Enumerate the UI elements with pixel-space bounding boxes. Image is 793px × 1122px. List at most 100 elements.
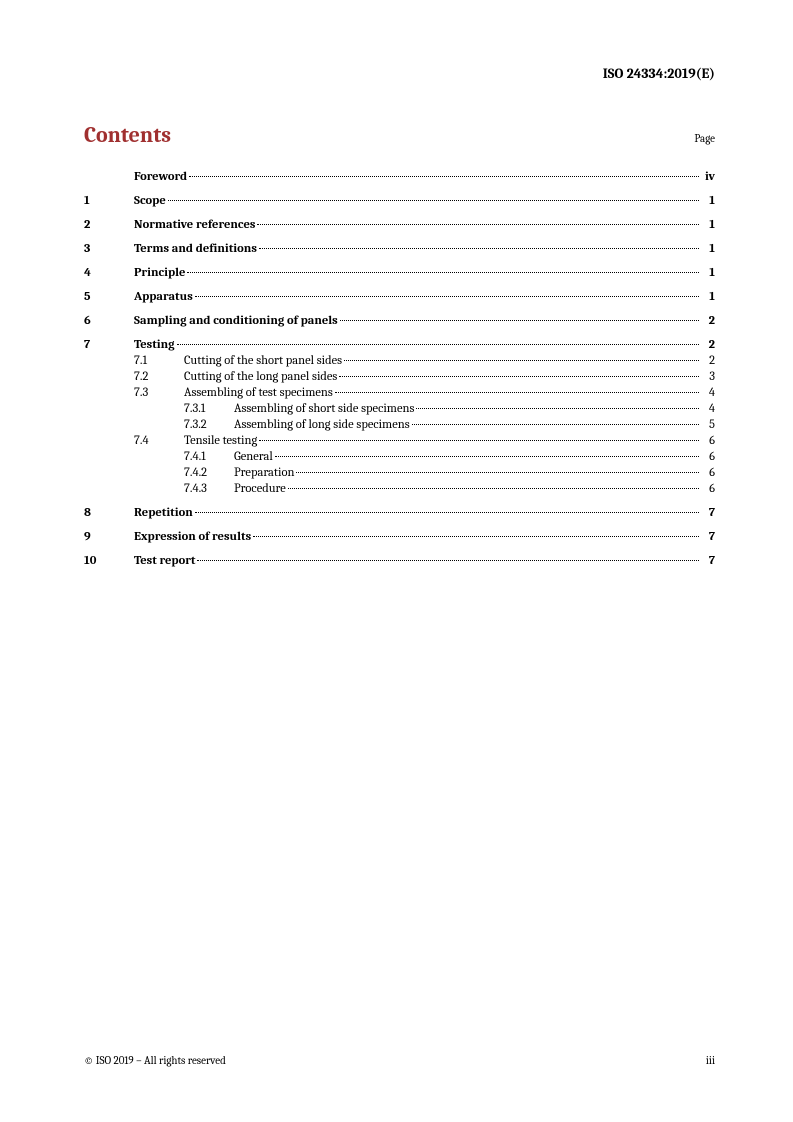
toc-page: 6 (701, 434, 715, 448)
toc-title: Scope (134, 194, 166, 208)
toc-title: Assembling of long side specimens (234, 418, 410, 432)
copyright-text: © ISO 2019 – All rights reserved (84, 1054, 226, 1067)
page-footer: © ISO 2019 – All rights reserved iii (84, 1054, 715, 1067)
toc-page: 7 (701, 554, 715, 568)
toc-entry[interactable]: 7.3.2Assembling of long side specimens 5 (84, 418, 715, 432)
toc-number: 8 (84, 506, 134, 520)
toc-entry[interactable]: 10Test report 7 (84, 554, 715, 568)
toc-title: Terms and definitions (134, 242, 257, 256)
toc-entry[interactable]: 7.4Tensile testing 6 (84, 434, 715, 448)
toc-title: Repetition (134, 506, 193, 520)
toc-entry[interactable]: 7Testing 2 (84, 338, 715, 352)
toc-number: 7.3.1 (184, 402, 234, 416)
table-of-contents: Forewordiv1Scope12Normative references13… (84, 170, 715, 568)
toc-page: 1 (701, 290, 715, 304)
toc-entry[interactable]: 1Scope1 (84, 194, 715, 208)
toc-title: Principle (134, 266, 185, 280)
toc-number: 9 (84, 530, 134, 544)
toc-leader (259, 248, 699, 249)
toc-entry[interactable]: 7.3Assembling of test specimens 4 (84, 386, 715, 400)
toc-leader (339, 376, 699, 377)
toc-page: 6 (701, 482, 715, 496)
toc-page: 1 (701, 242, 715, 256)
toc-leader (259, 440, 699, 441)
toc-entry[interactable]: 7.4.3Procedure 6 (84, 482, 715, 496)
toc-number: 5 (84, 290, 134, 304)
toc-leader (416, 408, 699, 409)
toc-number: 2 (84, 218, 134, 232)
toc-number: 7.4.3 (184, 482, 234, 496)
toc-leader (177, 344, 699, 345)
toc-page: 4 (701, 386, 715, 400)
toc-number: 7.2 (134, 370, 184, 384)
standard-id: ISO 24334:2019(E) (603, 65, 715, 82)
toc-number: 6 (84, 314, 134, 328)
toc-leader (168, 200, 699, 201)
toc-entry[interactable]: 6Sampling and conditioning of panels 2 (84, 314, 715, 328)
toc-leader (189, 176, 699, 177)
toc-title: Apparatus (134, 290, 193, 304)
contents-title: Contents (84, 122, 171, 148)
toc-entry[interactable]: 7.3.1Assembling of short side specimens 4 (84, 402, 715, 416)
toc-number: 3 (84, 242, 134, 256)
toc-number: 10 (84, 554, 134, 568)
toc-leader (412, 424, 699, 425)
toc-leader (296, 472, 699, 473)
toc-leader (344, 360, 699, 361)
toc-number: 7.4.2 (184, 466, 234, 480)
toc-entry[interactable]: 7.4.2Preparation 6 (84, 466, 715, 480)
toc-page: 1 (701, 266, 715, 280)
toc-number: 4 (84, 266, 134, 280)
toc-page: 1 (701, 218, 715, 232)
toc-page: 7 (701, 506, 715, 520)
toc-entry[interactable]: 7.2Cutting of the long panel sides3 (84, 370, 715, 384)
toc-page: 2 (701, 354, 715, 368)
toc-page: 2 (701, 314, 715, 328)
toc-entry[interactable]: 9Expression of results 7 (84, 530, 715, 544)
toc-page: 6 (701, 450, 715, 464)
toc-leader (187, 272, 699, 273)
toc-title: Preparation (234, 466, 294, 480)
toc-number: 7 (84, 338, 134, 352)
toc-leader (340, 320, 699, 321)
toc-page: 6 (701, 466, 715, 480)
page-label: Page (694, 132, 715, 145)
toc-title: Procedure (234, 482, 286, 496)
toc-page: 1 (701, 194, 715, 208)
toc-entry[interactable]: 2Normative references 1 (84, 218, 715, 232)
toc-title: Test report (134, 554, 195, 568)
toc-page: iv (701, 170, 715, 184)
contents-header-row: Contents Page (84, 122, 715, 148)
toc-number: 7.4.1 (184, 450, 234, 464)
toc-title: Normative references (134, 218, 255, 232)
toc-entry[interactable]: 4Principle 1 (84, 266, 715, 280)
toc-leader (335, 392, 699, 393)
toc-title: Sampling and conditioning of panels (134, 314, 338, 328)
toc-page: 4 (701, 402, 715, 416)
toc-leader (253, 536, 699, 537)
toc-entry[interactable]: Foreword iv (84, 170, 715, 184)
toc-entry[interactable]: 5Apparatus 1 (84, 290, 715, 304)
toc-entry[interactable]: 3Terms and definitions 1 (84, 242, 715, 256)
toc-title: General (234, 450, 273, 464)
toc-number: 7.3 (134, 386, 184, 400)
toc-page: 2 (701, 338, 715, 352)
toc-entry[interactable]: 8Repetition 7 (84, 506, 715, 520)
toc-title: Expression of results (134, 530, 251, 544)
toc-leader (197, 560, 699, 561)
toc-number: 7.4 (134, 434, 184, 448)
toc-number: 7.1 (134, 354, 184, 368)
toc-entry[interactable]: 7.1Cutting of the short panel sides2 (84, 354, 715, 368)
toc-title: Testing (134, 338, 175, 352)
toc-number: 7.3.2 (184, 418, 234, 432)
toc-entry[interactable]: 7.4.1General 6 (84, 450, 715, 464)
toc-page: 5 (701, 418, 715, 432)
toc-leader (195, 296, 699, 297)
toc-leader (257, 224, 699, 225)
toc-page: 7 (701, 530, 715, 544)
toc-leader (195, 512, 699, 513)
toc-title: Assembling of test specimens (184, 386, 333, 400)
toc-title: Tensile testing (184, 434, 257, 448)
toc-title: Assembling of short side specimens (234, 402, 414, 416)
toc-title: Foreword (134, 170, 187, 184)
